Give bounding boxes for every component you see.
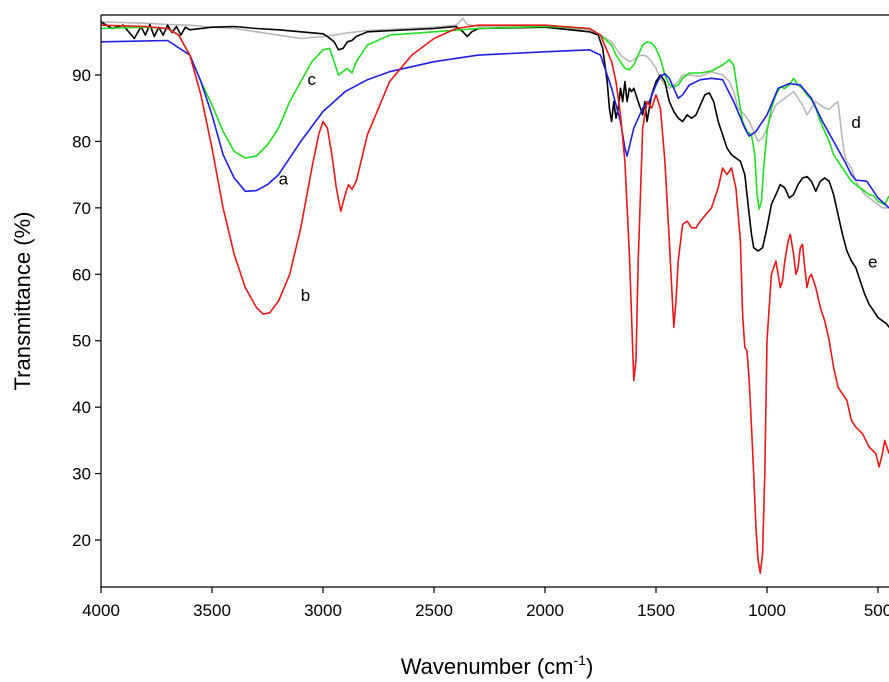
curve-label-a: a [279, 170, 289, 189]
x-tick-label-4000: 4000 [82, 601, 120, 620]
y-tick-label-50: 50 [72, 332, 91, 351]
x-tick-label-500: 500 [864, 601, 889, 620]
curve-label-c: c [308, 70, 317, 89]
curve-label-e: e [868, 253, 877, 272]
curve-label-b: b [301, 286, 310, 305]
x-tick-label-3500: 3500 [193, 601, 231, 620]
series-line-e [101, 21, 889, 328]
curve-label-d: d [851, 113, 860, 132]
axes-layer: 4000 3500 3000 2500 2000 1500 1000 500 20 30 40 50 6… [72, 14, 889, 620]
x-tick-label-2000: 2000 [526, 601, 564, 620]
x-axis-title: Wavenumber (cm-1) [401, 652, 594, 679]
x-axis-title-close: ) [586, 654, 593, 679]
x-axis-title-sup: -1 [574, 652, 587, 668]
y-tick-label-70: 70 [72, 199, 91, 218]
x-tick-label-1000: 1000 [748, 601, 786, 620]
y-axis-title: Transmittance (%) [10, 212, 35, 391]
series-layer [101, 17, 889, 574]
x-axis-title-main: Wavenumber (cm [401, 654, 574, 679]
x-tick-label-2500: 2500 [415, 601, 453, 620]
curve-labels: d e c a b [279, 70, 878, 305]
series-line-d [101, 17, 889, 209]
y-tick-label-80: 80 [72, 132, 91, 151]
x-tick-label-3000: 3000 [304, 601, 342, 620]
y-tick-label-40: 40 [72, 398, 91, 417]
y-tick-label-90: 90 [72, 66, 91, 85]
y-tick-label-60: 60 [72, 265, 91, 284]
series-line-b [101, 24, 889, 574]
y-tick-label-30: 30 [72, 465, 91, 484]
x-tick-label-1500: 1500 [637, 601, 675, 620]
y-tick-label-20: 20 [72, 531, 91, 550]
series-line-a [101, 39, 889, 209]
